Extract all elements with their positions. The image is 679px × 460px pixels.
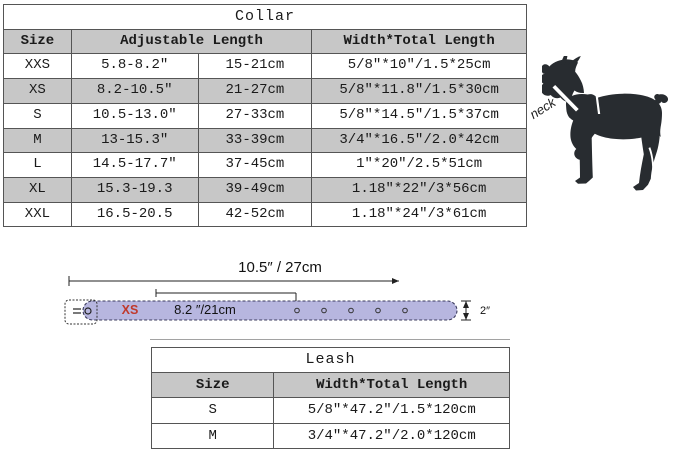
svg-text:2″: 2″ (480, 305, 490, 317)
svg-text:10.5″ / 27cm: 10.5″ / 27cm (238, 259, 322, 276)
svg-text:XS: XS (122, 303, 139, 317)
svg-text:8.2 ″/21cm: 8.2 ″/21cm (174, 302, 236, 317)
